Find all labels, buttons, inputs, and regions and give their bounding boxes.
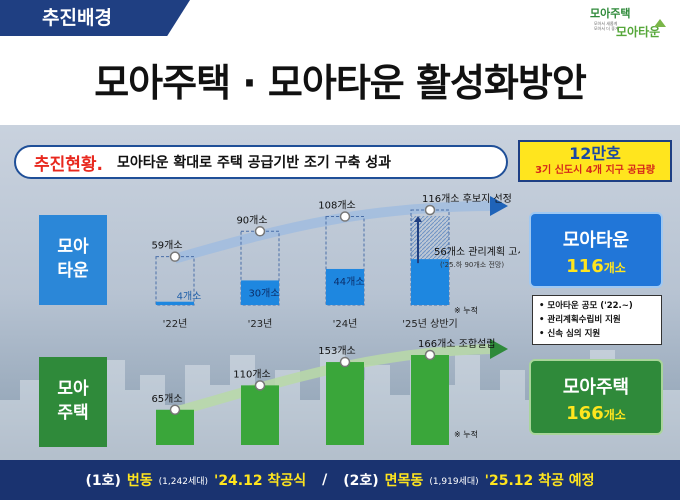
moatown-result: 모아타운 116개소 <box>529 212 663 288</box>
moatown-plan-bar <box>156 301 194 305</box>
moatown-plan-bar <box>411 259 449 305</box>
moatown-plan-bar <box>241 280 279 305</box>
moatown-cumulative-label: 108개소 <box>318 200 356 212</box>
side-label-moatown: 모아 타운 <box>39 215 107 305</box>
moahouse-value-label: 65개소 <box>151 393 182 405</box>
moatown-arrow-head <box>490 196 508 216</box>
moahouse-arrow-head <box>490 339 508 359</box>
moahouse-bar <box>411 355 449 445</box>
note-item: • 관리계획수립비 지원 <box>539 315 621 325</box>
moatown-plan-label: 4개소 <box>177 291 202 303</box>
moatown-category-label: '25년 상반기 <box>402 318 457 330</box>
moatown-forecast-note: ('25.하 90개소 전망) <box>440 260 504 269</box>
logo-slogan: 모아서 새롭게 모아서 더 좋게 <box>594 21 619 31</box>
moatown-cumulative-label: 116개소 후보지 선정 <box>422 193 512 205</box>
moahouse-bar <box>156 409 194 445</box>
house-icon <box>654 19 666 27</box>
moahouse-bar <box>326 362 364 445</box>
moahouse-value-label: 153개소 <box>318 345 356 357</box>
moatown-cumulative-label: 59개소 <box>151 240 182 252</box>
note-item: • 모아타운 공모 ('22.~) <box>539 301 633 311</box>
moahouse-point <box>339 356 351 368</box>
moatown-plan-label: 30개소 <box>248 287 279 299</box>
moahouse-value-label: 166개소 조합설립 <box>418 337 495 350</box>
moahouse-result-value: 166개소 <box>566 403 626 424</box>
moatown-plan-label: 56개소 관리계획 고시 <box>434 246 520 258</box>
header: 추진배경 모아주택 모아서 새롭게 모아서 더 좋게 모아타운 모아주택 · 모… <box>0 0 680 125</box>
logo-text-2: 모아타운 <box>616 25 661 39</box>
moatown-plan-bar <box>326 268 364 305</box>
moahouse-point <box>424 349 436 361</box>
moahouse-point <box>254 380 266 391</box>
moatown-point <box>339 211 351 222</box>
note-item: • 신속 심의 지원 <box>539 329 601 339</box>
side-label-moahouse: 모아 주택 <box>39 357 107 447</box>
progress-chart: 59개소 '22년 90개소 '23년 108개소 '24년 116개소 후보지 선정 '25… <box>151 193 520 445</box>
moahouse-result: 모아주택 166개소 <box>529 359 663 435</box>
moahouse-bar <box>241 385 279 445</box>
moa-logo: 모아주택 모아서 새롭게 모아서 더 좋게 모아타운 <box>588 5 670 45</box>
moatown-category-label: '24년 <box>333 318 358 330</box>
status-banner: 추진현황. 모아타운 확대로 주택 공급기반 조기 구축 성과 <box>14 145 508 179</box>
moatown-point <box>424 204 436 216</box>
page-title: 모아주택 · 모아타운 활성화방안 <box>94 61 587 105</box>
bottom-banner: (1호) 번동 (1,242세대) '24.12 착공식 / (2호) 면목동 … <box>0 460 680 500</box>
moatown-trend-arrow <box>173 201 491 264</box>
status-label: 추진현황. <box>34 154 104 175</box>
badge-value: 12만호 <box>569 144 621 163</box>
logo-text-1: 모아주택 <box>590 7 631 20</box>
moatown-point <box>169 251 181 262</box>
supply-badge: 12만호 3기 신도시 4개 지구 공급량 <box>518 140 672 182</box>
moatown-result-value: 116개소 <box>566 256 626 277</box>
moatown-result-name: 모아타운 <box>562 230 630 251</box>
moatown-category-label: '22년 <box>163 318 188 330</box>
moatown-plan-label: 44개소 <box>333 276 364 288</box>
moatown-point <box>254 226 266 237</box>
moahouse-point <box>169 404 181 416</box>
moahouse-cumulative-note: ※ 누적 <box>454 429 478 439</box>
moahouse-value-label: 110개소 <box>233 368 271 380</box>
up-arrow-head <box>414 216 422 222</box>
section-tag: 추진배경 <box>0 0 190 36</box>
badge-caption: 3기 신도시 4개 지구 공급량 <box>535 165 655 176</box>
moatown-cumulative-note: ※ 누적 <box>454 305 478 315</box>
moahouse-result-name: 모아주택 <box>562 377 630 398</box>
moatown-cumulative-label: 90개소 <box>236 214 267 226</box>
moatown-support-notes: • 모아타운 공모 ('22.~) • 관리계획수립비 지원 • 신속 심의 지… <box>532 295 662 345</box>
status-text: 모아타운 확대로 주택 공급기반 조기 구축 성과 <box>117 155 391 171</box>
moatown-category-label: '23년 <box>248 318 273 330</box>
